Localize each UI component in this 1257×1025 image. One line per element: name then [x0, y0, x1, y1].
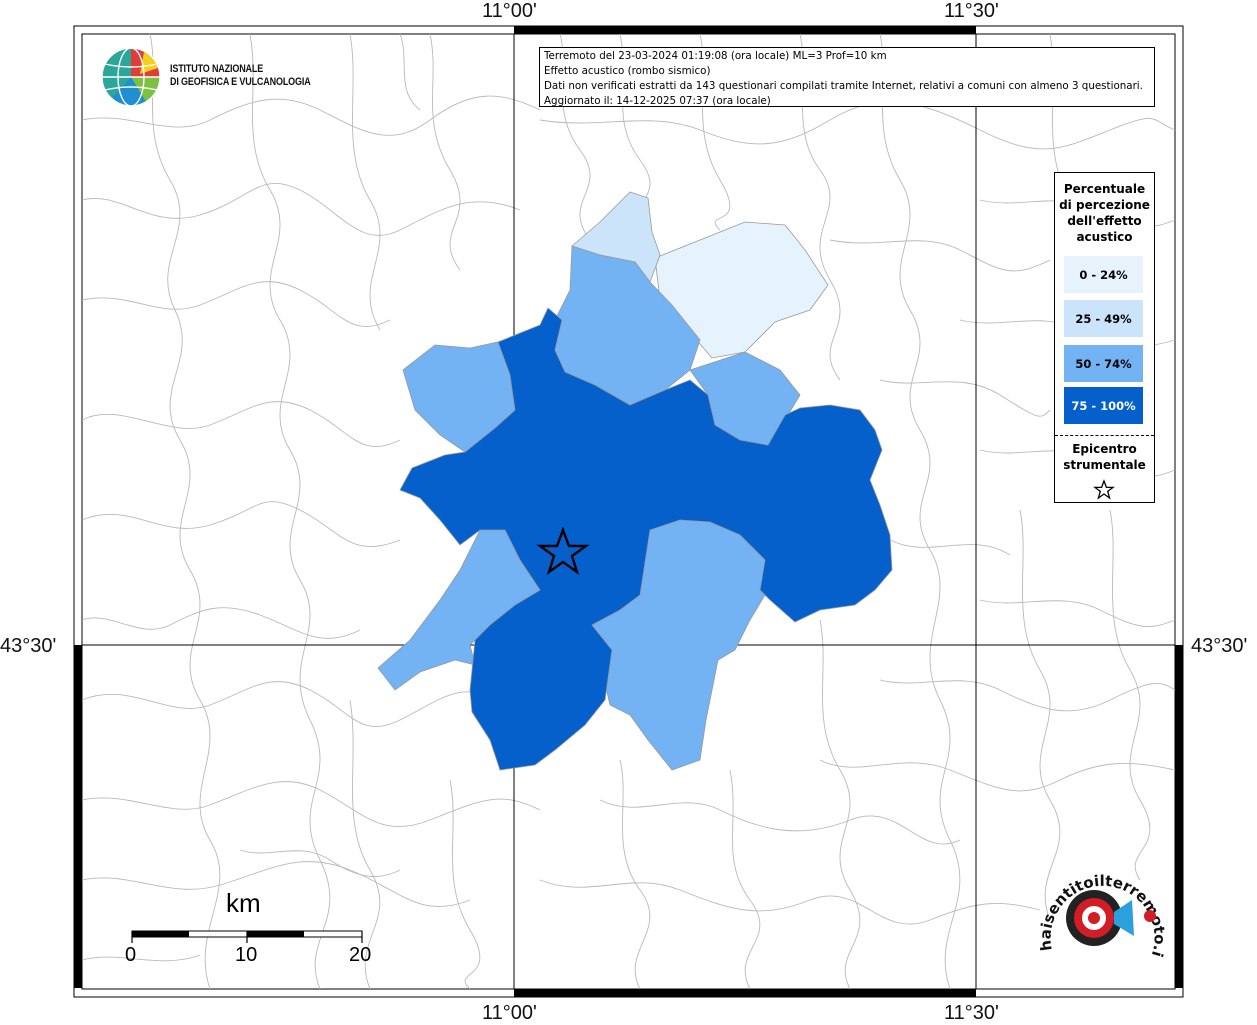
event-line: Terremoto del 23-03-2024 01:19:08 (ora l… — [544, 50, 887, 62]
legend-epicenter-line: strumentale — [1063, 458, 1146, 472]
scale-unit: km — [226, 888, 261, 918]
lon-label-top-left: 11°00' — [482, 0, 537, 22]
lat-label-left: 43°30' — [0, 635, 57, 657]
legend: Percentuale di percezione dell'effetto a… — [1054, 172, 1155, 503]
lon-label-top-right: 11°30' — [944, 0, 999, 22]
lon-label-bottom-left: 11°00' — [482, 1002, 537, 1024]
legend-class-0-24: 0 - 24% — [1064, 256, 1143, 293]
lon-label-bottom-right: 11°30' — [944, 1002, 999, 1024]
municipality-75-100 — [399, 307, 893, 771]
legend-class-50-74: 50 - 74% — [1064, 345, 1143, 382]
lat-label-right: 43°30' — [1191, 635, 1248, 657]
legend-class-25-49: 25 - 49% — [1064, 300, 1143, 337]
shaded-municipalities — [377, 191, 893, 771]
legend-class-label: 0 - 24% — [1079, 267, 1128, 282]
legend-epicenter-label: Epicentro strumentale — [1055, 441, 1154, 473]
star-outline-icon — [1093, 479, 1115, 500]
scale-tick-20: 20 — [349, 944, 372, 966]
logo-line-2: DI GEOFISICA E VULCANOLOGIA — [170, 76, 311, 88]
legend-class-label: 75 - 100% — [1071, 398, 1136, 413]
legend-class-label: 50 - 74% — [1075, 356, 1132, 371]
logo-line-1: ISTITUTO NAZIONALE — [170, 63, 264, 75]
scale-tick-0: 0 — [125, 944, 137, 966]
legend-divider — [1055, 435, 1154, 436]
legend-title: Percentuale di percezione dell'effetto a… — [1055, 181, 1154, 245]
legend-title-line: di percezione — [1059, 198, 1150, 212]
legend-title-line: acustico — [1076, 230, 1133, 244]
hsit-logo: haisentitoilterremoto.it ? www. — [1027, 836, 1174, 980]
epicenter-star-icon — [536, 526, 590, 576]
legend-title-line: dell'effetto — [1067, 214, 1142, 228]
globe-icon — [101, 47, 161, 107]
event-info-box: Terremoto del 23-03-2024 01:19:08 (ora l… — [539, 47, 1155, 107]
data-source-line: Dati non verificati estratti da 143 ques… — [544, 80, 1143, 92]
scale-bar — [131, 930, 363, 943]
scale-tick-10: 10 — [235, 944, 258, 966]
ingv-logo: ISTITUTO NAZIONALE DI GEOFISICA E VULCAN… — [100, 46, 330, 110]
effect-line: Effetto acustico (rombo sismico) — [544, 65, 711, 77]
legend-title-line: Percentuale — [1063, 182, 1146, 196]
hsit-logo-graphic: haisentitoilterremoto.it ? www. — [1027, 836, 1169, 959]
updated-line: Aggiornato il: 14-12-2025 07:37 (ora loc… — [544, 95, 771, 107]
frame-ticks — [74, 26, 1183, 997]
legend-epicenter-line: Epicentro — [1072, 442, 1137, 456]
legend-class-75-100: 75 - 100% — [1064, 387, 1143, 424]
legend-class-label: 25 - 49% — [1075, 311, 1132, 326]
